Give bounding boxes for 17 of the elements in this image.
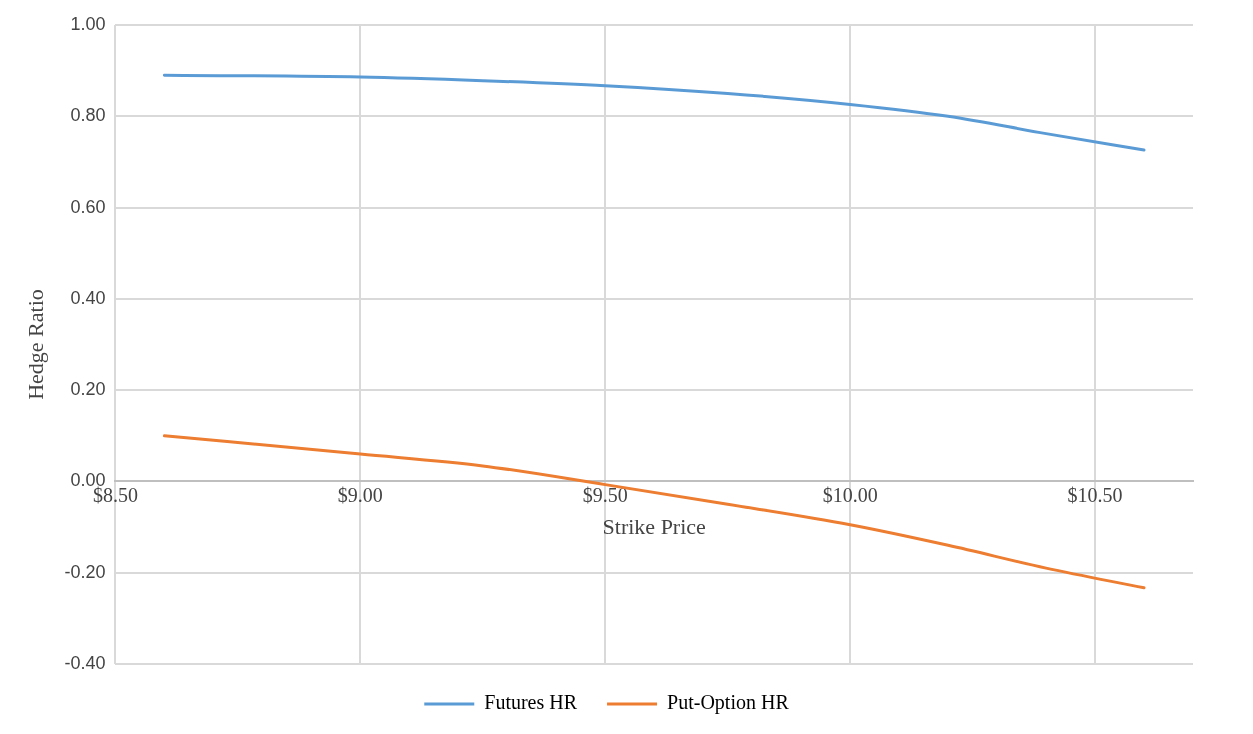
x-tick-label: $9.00 [337,483,383,506]
x-axis-title: Strike Price [602,514,706,540]
y-tick-label: 0.60 [70,196,106,217]
line-series [162,73,1146,152]
x-tick-label: $10.50 [1067,483,1123,506]
y-tick-label: 1.00 [70,13,106,34]
line-series [162,434,1146,590]
legend-label: Futures HR [484,691,578,714]
y-axis-title: Hedge Ratio [22,289,48,400]
y-tick-label: -0.40 [64,652,106,673]
x-tick-label: $10.00 [822,483,878,506]
y-tick-label: 0.80 [70,105,106,126]
y-tick-label: 0.40 [70,287,106,308]
y-tick-label: -0.20 [64,561,106,582]
y-tick-label: 0.20 [70,379,106,400]
legend-label: Put-Option HR [667,691,790,715]
x-tick-label: $9.50 [582,483,628,506]
